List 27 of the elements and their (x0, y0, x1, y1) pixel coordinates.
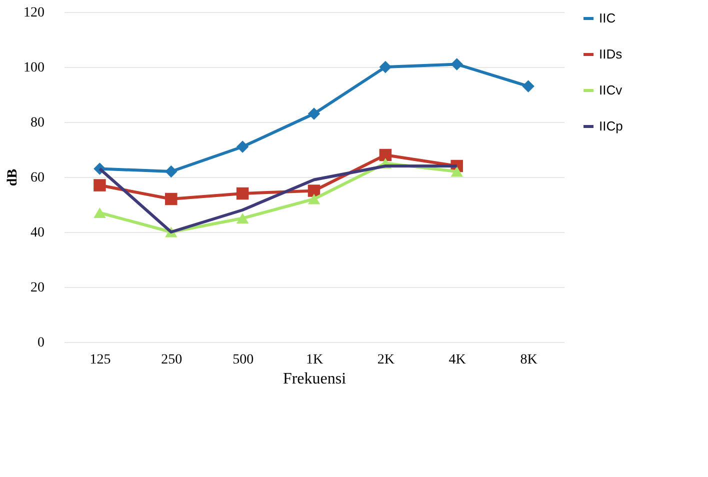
y-tick-label: 20 (30, 280, 44, 296)
x-tick-label: 2K (377, 352, 394, 368)
point (522, 80, 534, 92)
x-tick-label: 8K (520, 352, 538, 368)
y-axis-title: dB (6, 168, 20, 186)
x-tick-label: 250 (161, 352, 182, 368)
point (308, 108, 320, 120)
x-tick-label: 500 (232, 352, 254, 368)
point (165, 165, 178, 178)
x-axis-title: Frekuensi (282, 370, 347, 388)
y-tick-label: 120 (24, 6, 44, 20)
y-tick-label: 0 (38, 336, 44, 350)
legend-label: IICp (599, 118, 623, 134)
x-tick-label: 4K (448, 352, 466, 368)
point (94, 179, 106, 192)
y-tick-label: 60 (30, 170, 44, 186)
legend-label: IIC (599, 10, 616, 26)
x-tick-label: 125 (90, 352, 111, 368)
y-tick-label: 40 (30, 226, 44, 240)
y-tick-label: 80 (30, 116, 44, 130)
point (379, 60, 392, 74)
y-tick-label: 100 (24, 60, 44, 76)
x-tick-label: 1K (306, 352, 324, 368)
point (450, 58, 463, 70)
point (236, 140, 249, 153)
legend-label: IICv (599, 82, 623, 98)
legend-label: IIDs (599, 46, 623, 62)
